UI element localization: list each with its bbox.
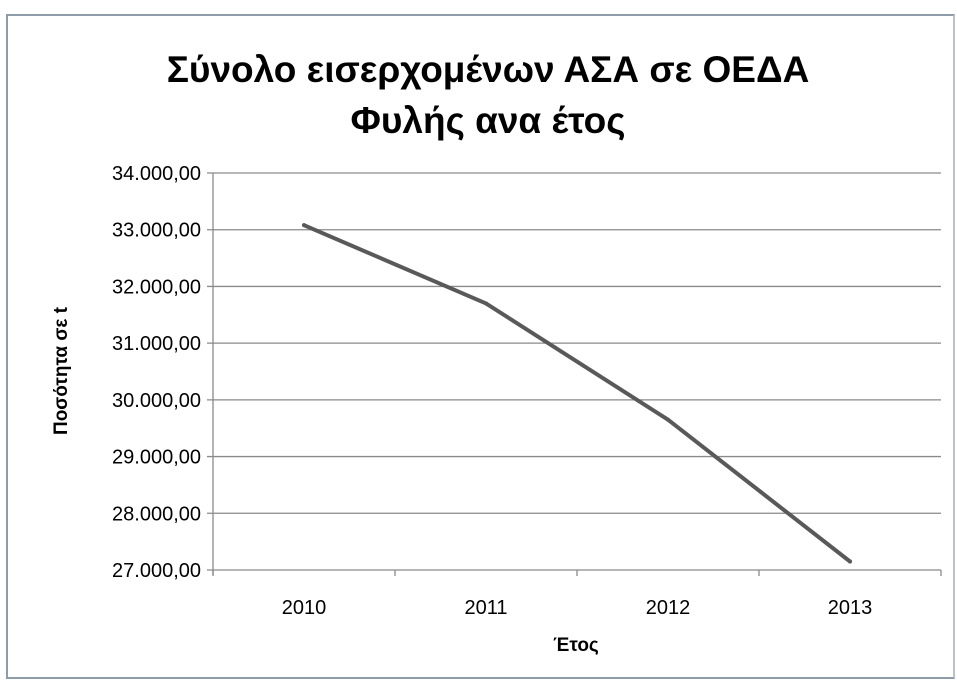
x-tick-label: 2012: [646, 597, 691, 619]
y-axis-ticks: 27.000,00 28.000,00 29.000,00 30.000,00 31.0…: [112, 163, 201, 582]
x-axis-ticks: 2010 2011 2012 2013: [282, 597, 873, 619]
x-tick-label: 2010: [282, 597, 327, 619]
y-tick-label: 29.000,00: [112, 447, 201, 469]
series-line: [302, 223, 852, 564]
series-layer: [302, 223, 852, 564]
data-point: [666, 417, 670, 422]
y-tick-label: 27.000,00: [112, 560, 201, 582]
y-tick-label: 33.000,00: [112, 220, 201, 242]
y-tick-label: 32.000,00: [112, 276, 201, 298]
chart-frame: [6, 14, 955, 679]
y-tick-label: 34.000,00: [112, 163, 201, 185]
y-tick-label: 28.000,00: [112, 503, 201, 525]
data-point: [848, 559, 852, 564]
gridlines: [207, 172, 942, 576]
data-point: [302, 223, 306, 228]
x-tick-label: 2011: [464, 597, 507, 619]
x-tick-label: 2013: [828, 597, 873, 619]
data-point: [484, 301, 488, 306]
y-tick-label: 30.000,00: [112, 390, 201, 412]
chart-title-line-1: Σύνολο εισερχομένων ΑΣΑ σε ΟΕΔΑ: [167, 49, 810, 90]
y-axis-label: Ποσότητα σε t: [51, 306, 72, 435]
x-axis-label: Έτος: [553, 635, 599, 656]
chart-title-line-2: Φυλής ανα έτος: [351, 100, 626, 141]
y-tick-label: 31.000,00: [112, 333, 201, 355]
